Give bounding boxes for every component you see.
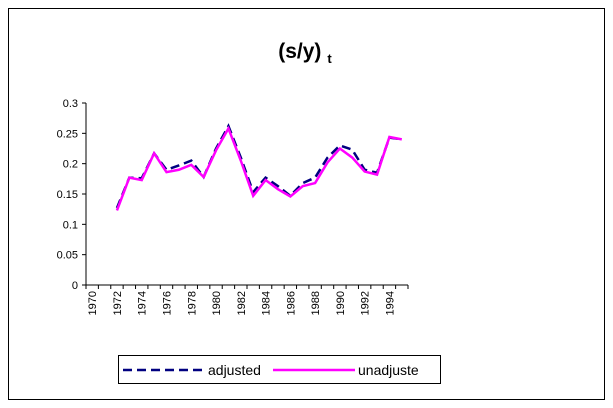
y-tick-label: 0.2 — [63, 159, 78, 171]
x-tick-label: 1990 — [335, 291, 347, 315]
series-line — [115, 125, 403, 211]
x-tick-label: 1986 — [285, 291, 297, 315]
y-tick-label: 0.25 — [57, 128, 78, 140]
chart-title-main: (s/y) — [278, 40, 321, 63]
chart-border — [8, 8, 605, 400]
legend-label: adjusted — [208, 362, 261, 378]
x-tick-label: 1982 — [236, 291, 248, 315]
x-tick-label: 1970 — [87, 291, 99, 315]
chart-title-subscript: t — [327, 51, 332, 66]
x-tick-label: 1976 — [162, 291, 174, 315]
x-tick-label: 1988 — [310, 291, 322, 315]
x-tick-label: 1994 — [384, 291, 396, 315]
x-tick-label: 1980 — [211, 291, 223, 315]
x-tick-label: 1978 — [186, 291, 198, 315]
legend-label: unadjuste — [358, 362, 419, 378]
x-tick-label: 1992 — [360, 291, 372, 315]
chart-title: (s/y) t — [278, 40, 332, 66]
x-tick-label: 1974 — [137, 291, 149, 315]
x-tick-label: 1984 — [261, 291, 273, 315]
y-tick-label: 0.1 — [63, 219, 78, 231]
y-tick-label: 0 — [72, 280, 78, 292]
y-tick-label: 0.05 — [57, 250, 78, 262]
y-tick-label: 0.3 — [63, 98, 78, 110]
y-tick-label: 0.15 — [57, 189, 78, 201]
x-tick-label: 1972 — [112, 291, 124, 315]
